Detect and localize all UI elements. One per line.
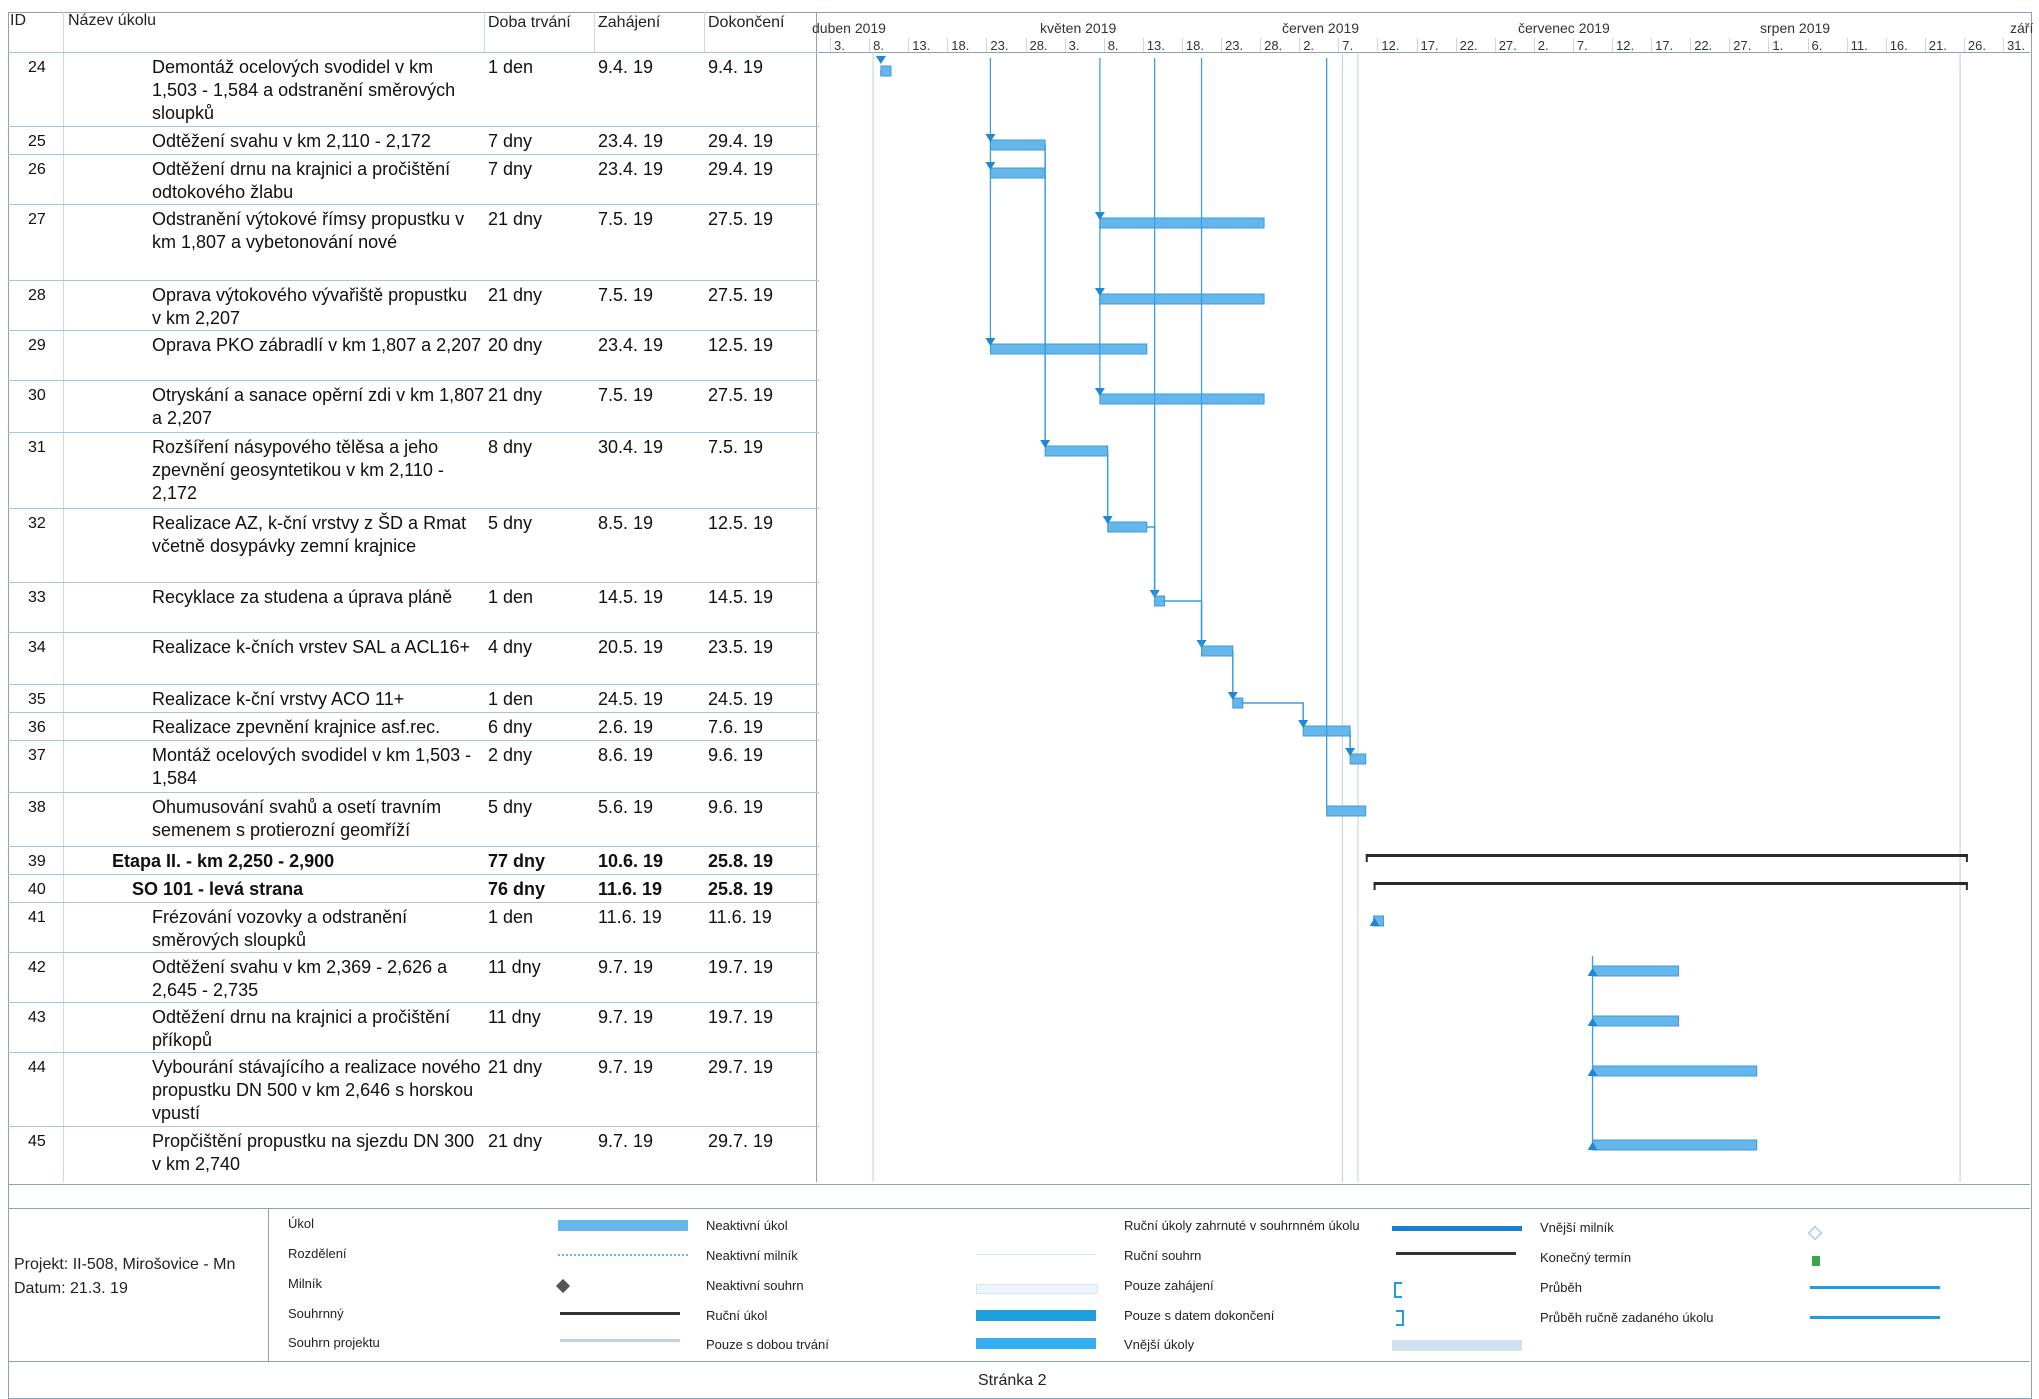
legend-swatch-duration-only (976, 1338, 1096, 1349)
legend-label: Vnější milník (1540, 1220, 1614, 1235)
task-bar (881, 66, 891, 76)
task-bar (990, 168, 1045, 178)
dependency-link (1241, 703, 1303, 726)
task-bar (1593, 1066, 1757, 1076)
legend-swatch-deadline (1812, 1256, 1820, 1266)
gantt-chart (0, 0, 2039, 1200)
legend-top-line (8, 1208, 2030, 1209)
legend-swatch-external-tasks (1392, 1340, 1522, 1351)
legend-label: Pouze s datem dokončení (1124, 1308, 1274, 1323)
legend-label: Neaktivní milník (706, 1248, 798, 1263)
task-bar (1100, 394, 1264, 404)
summary-cap (1966, 854, 1968, 862)
legend-swatch-manual-task (976, 1310, 1096, 1321)
legend-swatch-progress (1810, 1286, 1940, 1289)
legend-label: Vnější úkoly (1124, 1337, 1194, 1352)
task-bar (1100, 294, 1264, 304)
legend-swatch-project-summary (560, 1339, 680, 1342)
dependency-link (1163, 601, 1202, 646)
summary-cap (1966, 882, 1968, 890)
legend-swatch-task (558, 1220, 688, 1231)
task-bar (1100, 218, 1264, 228)
legend-swatch-summary (560, 1312, 680, 1315)
legend-label: Konečný termín (1540, 1250, 1631, 1265)
task-bar (990, 140, 1045, 150)
task-bar (1327, 806, 1366, 816)
legend-swatch-manual-summary (1396, 1252, 1516, 1255)
task-bar (1593, 1140, 1757, 1150)
legend-label: Souhrn projektu (288, 1335, 380, 1350)
dependency-arrow (876, 56, 886, 64)
legend-label: Souhrnný (288, 1306, 344, 1321)
task-bar (1108, 522, 1147, 532)
dependency-link (1147, 527, 1155, 596)
summary-cap (1374, 882, 1376, 890)
task-bar (1350, 754, 1366, 764)
task-bar (990, 344, 1146, 354)
legend-label: Milník (288, 1276, 322, 1291)
legend-swatch-start-only (1394, 1282, 1402, 1298)
page-number: Stránka 2 (978, 1372, 1046, 1390)
legend-divider (268, 1208, 269, 1361)
legend-label: Průběh ručně zadaného úkolu (1540, 1310, 1713, 1325)
task-bar (1593, 1016, 1679, 1026)
project-date: Datum: 21.3. 19 (14, 1280, 128, 1298)
legend-label: Ruční souhrn (1124, 1248, 1201, 1263)
summary-cap (1366, 854, 1368, 862)
legend-swatch-split (558, 1254, 688, 1256)
legend-label: Rozdělení (288, 1246, 347, 1261)
legend-swatch-finish-only (1396, 1310, 1404, 1326)
legend-label: Pouze zahájení (1124, 1278, 1214, 1293)
legend-label: Ruční úkol (706, 1308, 767, 1323)
legend-swatch-manual-included (1392, 1226, 1522, 1231)
content-bottom-line (8, 1184, 2030, 1185)
task-bar (1045, 446, 1108, 456)
legend-label: Ruční úkoly zahrnuté v souhrnném úkolu (1124, 1218, 1360, 1233)
summary-bar (1366, 854, 1968, 857)
legend-swatch-manual-progress (1810, 1316, 1940, 1319)
legend-swatch-inactive-milestone (976, 1254, 1096, 1255)
summary-bar (1374, 882, 1968, 885)
legend-label: Neaktivní souhrn (706, 1278, 804, 1293)
task-bar (1593, 966, 1679, 976)
project-name: Projekt: II-508, Mirošovice - Mn (14, 1256, 235, 1274)
legend-label: Průběh (1540, 1280, 1582, 1295)
task-bar (1202, 646, 1233, 656)
legend-bottom-line (8, 1361, 2030, 1362)
legend-label: Úkol (288, 1216, 314, 1231)
legend-label: Neaktivní úkol (706, 1218, 788, 1233)
legend-label: Pouze s dobou trvání (706, 1337, 829, 1352)
legend-swatch-inactive-summary (976, 1284, 1098, 1294)
